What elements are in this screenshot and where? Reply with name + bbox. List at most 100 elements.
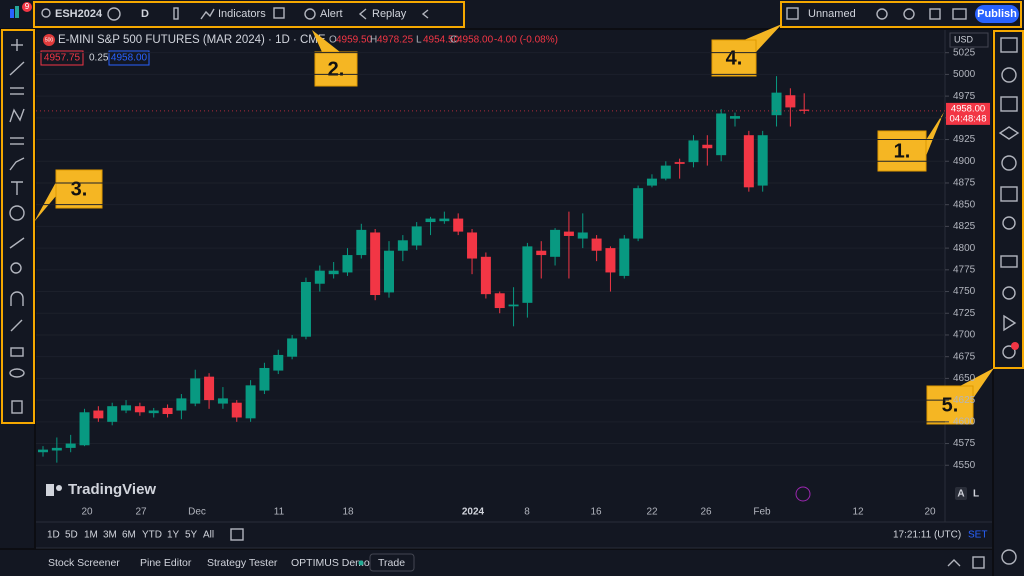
quick-search[interactable]: [876, 8, 888, 20]
publish-button[interactable]: [975, 5, 1019, 23]
x-tick-label: 20: [81, 507, 93, 518]
indicators-button[interactable]: Indicators: [218, 8, 266, 20]
ask[interactable]: 4958.00: [111, 53, 148, 64]
bottom-tab[interactable]: Strategy Tester: [207, 557, 278, 569]
candle-body: [453, 218, 464, 232]
fullscreen[interactable]: [929, 8, 941, 20]
bottom-tab[interactable]: Trade: [378, 557, 405, 569]
ask-box[interactable]: [108, 50, 150, 66]
layout-icon[interactable]: [786, 7, 799, 20]
candle-body: [730, 116, 740, 119]
candle-body: [799, 109, 810, 111]
drawing-tools: [9, 39, 25, 414]
scale-label[interactable]: L: [973, 489, 979, 500]
widget-icon[interactable]: [1000, 255, 1018, 268]
widget-icon[interactable]: [1002, 286, 1016, 300]
settings[interactable]: [903, 8, 915, 20]
legend-change: -4.00 (-0.08%): [494, 35, 558, 46]
symbol[interactable]: ESH2024: [55, 8, 103, 20]
bottom-tab[interactable]: Stock Screener: [48, 557, 120, 569]
widget-icon[interactable]: [1002, 216, 1016, 230]
range-button[interactable]: 5D: [65, 530, 78, 541]
callout-label: 2.: [328, 58, 345, 80]
widget-icon[interactable]: [1000, 186, 1018, 202]
candle-body: [439, 218, 450, 222]
replay-icon[interactable]: [358, 8, 367, 20]
highlight-frame: [1, 29, 35, 424]
callout-box: [877, 130, 927, 172]
widget-icon[interactable]: [1003, 314, 1017, 332]
ohlc-label: O: [329, 35, 337, 46]
date-range-icon[interactable]: [230, 528, 244, 541]
bid[interactable]: 4957.75: [44, 53, 81, 64]
y-tick-label: 5000: [953, 69, 976, 80]
publish-label[interactable]: Publish: [977, 8, 1017, 20]
range-button[interactable]: YTD: [142, 530, 162, 541]
widget-icon[interactable]: [1001, 155, 1017, 171]
replay-button[interactable]: Replay: [372, 8, 407, 20]
range-button[interactable]: 1Y: [167, 530, 180, 541]
layout-name[interactable]: Unnamed: [808, 8, 856, 20]
scale-button[interactable]: [955, 487, 967, 500]
undo[interactable]: [421, 9, 429, 19]
range-button[interactable]: All: [203, 530, 214, 541]
range-button[interactable]: 6M: [122, 530, 136, 541]
bottom-tab[interactable]: OPTIMUS Demo: [291, 557, 370, 569]
range-button[interactable]: 1D: [47, 530, 60, 541]
search-icon[interactable]: [41, 8, 51, 18]
tool-icon[interactable]: [11, 400, 23, 414]
tool-icon[interactable]: [10, 262, 22, 274]
candle-body: [425, 218, 436, 223]
price-tag-value: 4958.00: [951, 103, 985, 114]
tool-icon[interactable]: [9, 205, 25, 221]
tool-icon[interactable]: [10, 319, 23, 332]
session[interactable]: SET: [968, 530, 987, 541]
y-tick-label: 4550: [953, 460, 976, 471]
widget-icon[interactable]: [1001, 549, 1017, 565]
tool-icon[interactable]: [9, 368, 25, 378]
bid-box[interactable]: [40, 50, 84, 66]
bottom-tab[interactable]: Pine Editor: [140, 557, 192, 569]
tool-icon[interactable]: [9, 157, 25, 171]
range-button[interactable]: 1M: [84, 530, 98, 541]
currency[interactable]: USD: [954, 34, 974, 44]
widget-icon[interactable]: [1002, 345, 1016, 359]
top-toolbar: [0, 0, 1024, 28]
range-button[interactable]: 5Y: [185, 530, 198, 541]
callout-pointer: [312, 30, 340, 52]
widget-icon[interactable]: [1001, 67, 1017, 83]
tool-icon[interactable]: [9, 237, 25, 249]
candle-body: [176, 398, 187, 411]
scale-label[interactable]: A: [957, 489, 964, 500]
tool-icon[interactable]: [9, 108, 25, 123]
range-button[interactable]: 3M: [103, 530, 117, 541]
maximize[interactable]: [972, 556, 985, 569]
events-icon[interactable]: [795, 486, 811, 502]
tool-icon[interactable]: [10, 291, 24, 306]
widget-icon[interactable]: [998, 126, 1020, 140]
candle-body: [314, 270, 325, 284]
add-symbol[interactable]: [107, 7, 121, 21]
alert-icon[interactable]: [304, 8, 316, 20]
snapshot[interactable]: [952, 8, 967, 20]
indicators-icon[interactable]: [200, 8, 215, 20]
collapse[interactable]: [947, 559, 961, 567]
countdown: 04:48:48: [950, 113, 987, 124]
tool-icon[interactable]: [9, 61, 25, 76]
templates-icon[interactable]: [273, 7, 285, 19]
widget-icon[interactable]: [1000, 37, 1018, 53]
y-tick-label: 5025: [953, 47, 976, 58]
currency-box[interactable]: [949, 32, 989, 48]
interval[interactable]: D: [141, 8, 149, 20]
candle-body: [785, 95, 796, 108]
ohlc-label: C: [450, 35, 457, 46]
logo: [10, 9, 14, 18]
tool-icon[interactable]: [11, 181, 23, 195]
widget-icon[interactable]: [1000, 96, 1018, 112]
tool-icon[interactable]: [10, 347, 24, 357]
chart-type-icon[interactable]: [173, 7, 179, 20]
alert-button[interactable]: Alert: [320, 8, 343, 20]
candle-body: [688, 140, 699, 163]
candle-body: [328, 270, 339, 275]
x-tick-label: 26: [700, 507, 712, 518]
